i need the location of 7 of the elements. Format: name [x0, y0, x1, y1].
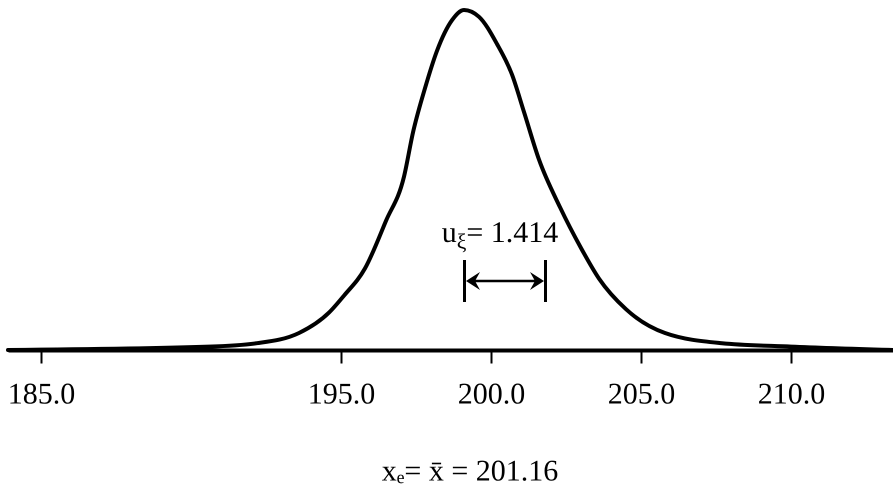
x-tick-label: 185.0	[8, 378, 76, 410]
x-tick-label: 200.0	[458, 378, 526, 410]
x-tick-label: 205.0	[608, 378, 676, 410]
x-tick-label: 210.0	[758, 378, 826, 410]
x-tick-label: 195.0	[308, 378, 376, 410]
annotation: u$_{ξ}$= 1.414	[442, 216, 558, 254]
text: xₑ= x̄ = 201.16	[382, 454, 558, 488]
